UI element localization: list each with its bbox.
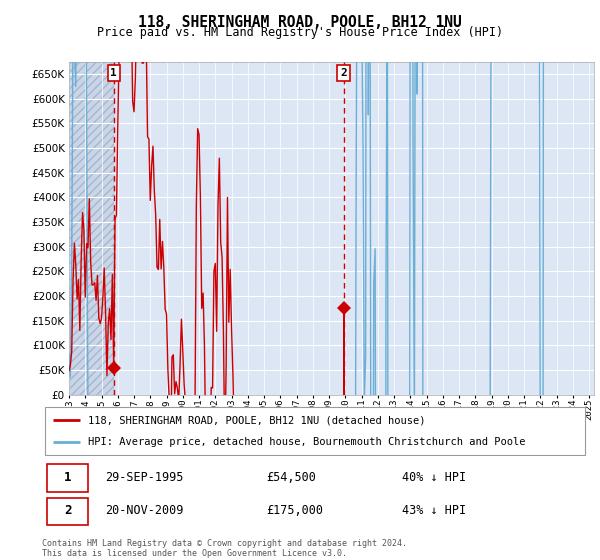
Text: Price paid vs. HM Land Registry's House Price Index (HPI): Price paid vs. HM Land Registry's House …	[97, 26, 503, 39]
Text: £54,500: £54,500	[266, 471, 316, 484]
Text: 118, SHERINGHAM ROAD, POOLE, BH12 1NU: 118, SHERINGHAM ROAD, POOLE, BH12 1NU	[138, 15, 462, 30]
Text: Contains HM Land Registry data © Crown copyright and database right 2024.
This d: Contains HM Land Registry data © Crown c…	[42, 539, 407, 558]
FancyBboxPatch shape	[47, 464, 88, 492]
Bar	[69, 62, 113, 395]
Text: 118, SHERINGHAM ROAD, POOLE, BH12 1NU (detached house): 118, SHERINGHAM ROAD, POOLE, BH12 1NU (d…	[88, 415, 426, 425]
FancyBboxPatch shape	[47, 498, 88, 525]
Text: £175,000: £175,000	[266, 504, 323, 517]
Text: 2: 2	[64, 504, 71, 517]
Text: 29-SEP-1995: 29-SEP-1995	[105, 471, 183, 484]
Text: 20-NOV-2009: 20-NOV-2009	[105, 504, 183, 517]
Text: 1: 1	[64, 471, 71, 484]
Text: 1: 1	[110, 68, 117, 78]
FancyBboxPatch shape	[45, 407, 585, 455]
Text: 40% ↓ HPI: 40% ↓ HPI	[403, 471, 466, 484]
Text: HPI: Average price, detached house, Bournemouth Christchurch and Poole: HPI: Average price, detached house, Bour…	[88, 437, 526, 447]
Text: 43% ↓ HPI: 43% ↓ HPI	[403, 504, 466, 517]
Text: 2: 2	[340, 68, 347, 78]
